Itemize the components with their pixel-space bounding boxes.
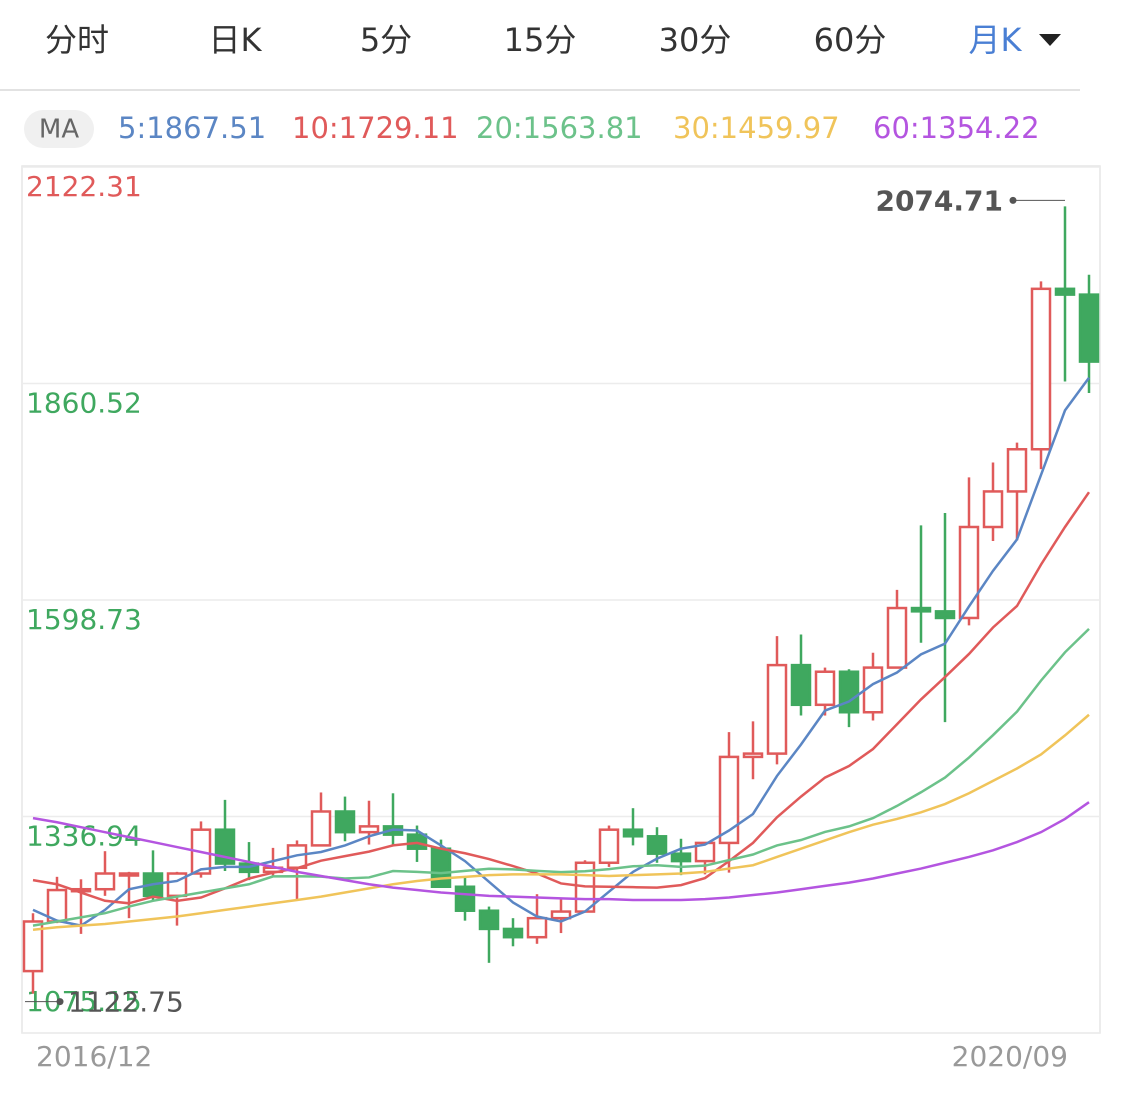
- ma-line: [32, 627, 1090, 927]
- tab[interactable]: 5分: [360, 21, 412, 59]
- tab-dropdown-icon[interactable]: [1039, 34, 1061, 46]
- candle-body: [1006, 448, 1028, 493]
- ma-line: [32, 376, 1091, 927]
- candle-body: [670, 852, 692, 863]
- candle-body: [790, 663, 812, 707]
- candle-body: [934, 610, 956, 620]
- min-label: 1122.75: [68, 986, 184, 1019]
- y-tick-label: 1860.52: [26, 387, 142, 420]
- candle-body: [958, 525, 980, 620]
- ma-line: [32, 491, 1091, 905]
- candle-body: [454, 885, 476, 912]
- candle-body: [694, 841, 716, 863]
- candle-body: [1078, 293, 1100, 363]
- candle-body: [430, 847, 452, 888]
- candle-body: [766, 663, 788, 755]
- candle-body: [1054, 287, 1076, 296]
- candle-body: [718, 755, 740, 845]
- candle-body: [22, 920, 44, 973]
- min-dot: [56, 998, 64, 1006]
- x-label: 2016/12: [36, 1040, 152, 1073]
- candle-body: [118, 872, 140, 877]
- tab[interactable]: 30分: [659, 21, 732, 59]
- candle-body: [622, 828, 644, 838]
- tab[interactable]: 分时: [45, 21, 109, 59]
- candle-body: [886, 606, 908, 669]
- y-tick-label: 1598.73: [26, 603, 142, 636]
- candle-body: [550, 910, 572, 920]
- max-dot: [1009, 196, 1017, 204]
- tab[interactable]: 15分: [504, 21, 577, 59]
- candle-body: [814, 670, 836, 707]
- tab[interactable]: 日K: [209, 21, 263, 59]
- legend-entry: 5:1867.51: [118, 111, 266, 145]
- candle-body: [838, 670, 860, 714]
- candle-body: [94, 872, 116, 891]
- candle-body: [358, 825, 380, 834]
- candle-body: [1030, 287, 1052, 451]
- legend-entry: 60:1354.22: [873, 111, 1040, 145]
- ma-line: [32, 801, 1090, 902]
- candle-body: [502, 927, 524, 939]
- legend-entry: 10:1729.11: [292, 111, 459, 145]
- candle-body: [526, 916, 548, 939]
- candle-body: [646, 835, 668, 855]
- candle-body: [742, 752, 764, 759]
- x-label: 2020/09: [952, 1040, 1068, 1073]
- legend-entry: 20:1563.81: [476, 111, 643, 145]
- candle-body: [598, 828, 620, 865]
- candle-body: [334, 810, 356, 834]
- candle-body: [478, 909, 500, 931]
- ma-line: [32, 713, 1090, 931]
- tab[interactable]: 月K: [969, 21, 1023, 59]
- max-label: 2074.71: [875, 184, 1003, 217]
- candle-body: [310, 810, 332, 847]
- y-tick-label: 2122.31: [26, 170, 142, 203]
- ma-pill: [24, 110, 94, 148]
- tab[interactable]: 60分: [814, 21, 887, 59]
- candle-body: [910, 606, 932, 613]
- ma-label: MA: [39, 115, 79, 145]
- candle-body: [982, 490, 1004, 529]
- legend-entry: 30:1459.97: [673, 111, 840, 145]
